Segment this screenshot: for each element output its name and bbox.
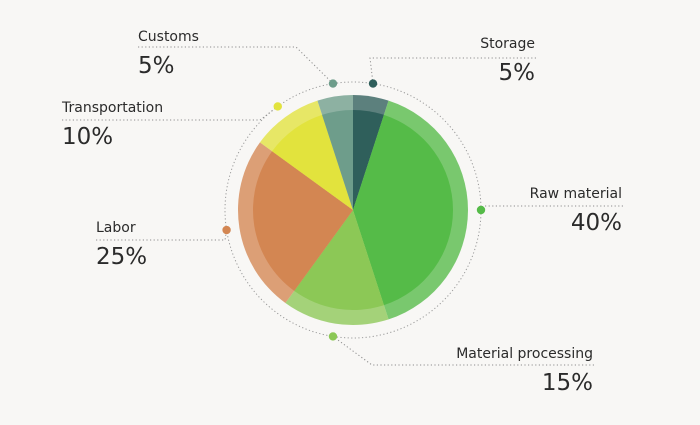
label-name-storage: Storage bbox=[480, 36, 535, 52]
leader-line-storage bbox=[369, 57, 536, 84]
slice-material-processing bbox=[294, 210, 384, 310]
label-name-raw-material: Raw material bbox=[530, 186, 622, 202]
label-name-material-processing: Material processing bbox=[456, 346, 593, 362]
label-value-material-processing: 15% bbox=[542, 370, 593, 396]
marker-dot-customs bbox=[328, 79, 338, 88]
marker-dot-raw-material bbox=[476, 205, 486, 215]
marker-dot-labor bbox=[222, 225, 231, 235]
slice-labor bbox=[252, 151, 353, 291]
slice-storage bbox=[353, 110, 384, 210]
slice-raw-material bbox=[353, 114, 453, 306]
label-value-raw-material: 40% bbox=[571, 210, 622, 236]
slice-customs bbox=[322, 110, 353, 210]
marker-dot-material-processing bbox=[328, 332, 338, 341]
label-name-customs: Customs bbox=[138, 29, 199, 45]
label-name-transportation: Transportation bbox=[61, 100, 163, 116]
label-value-labor: 25% bbox=[96, 244, 147, 270]
marker-dot-transportation bbox=[273, 102, 282, 111]
label-value-transportation: 10% bbox=[62, 124, 113, 150]
leader-line-transportation bbox=[62, 106, 279, 121]
label-value-customs: 5% bbox=[138, 53, 175, 79]
slice-transportation bbox=[272, 114, 353, 210]
label-value-storage: 5% bbox=[499, 60, 536, 86]
label-name-labor: Labor bbox=[96, 220, 136, 236]
marker-dot-storage bbox=[368, 79, 378, 88]
